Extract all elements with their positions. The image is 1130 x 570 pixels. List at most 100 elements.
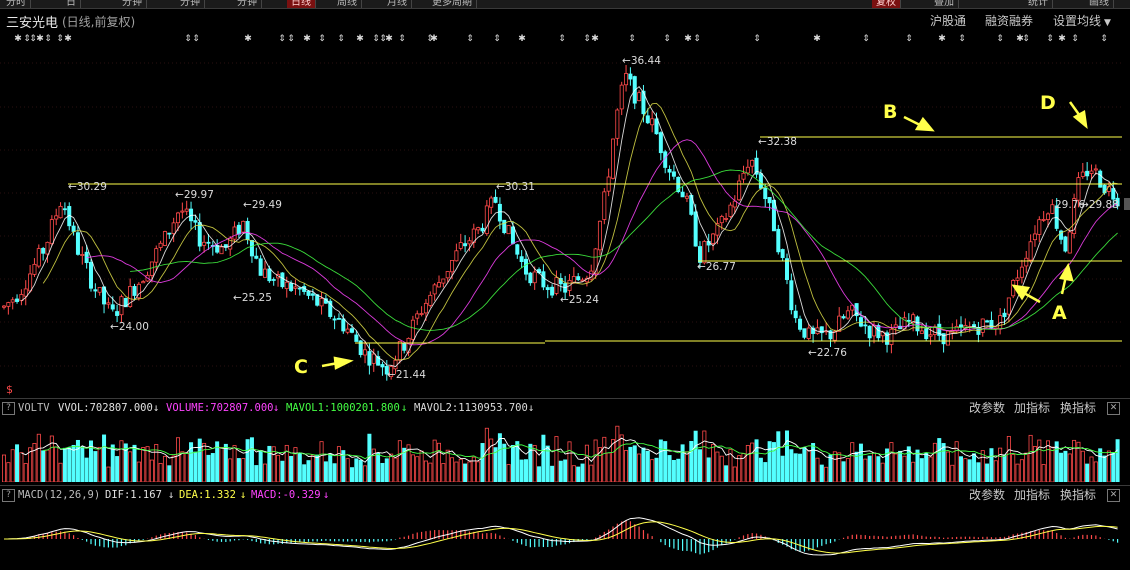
macd-chart[interactable] bbox=[0, 503, 1130, 569]
dollar-icon[interactable]: $ bbox=[6, 383, 13, 396]
event-marker-icon[interactable]: ⇕ bbox=[583, 34, 591, 44]
tab-weekly[interactable]: 周线 bbox=[333, 0, 362, 8]
event-marker-icon[interactable]: ✱ bbox=[813, 34, 821, 44]
volume-bar bbox=[715, 451, 720, 482]
event-marker-icon[interactable]: ✱ bbox=[684, 34, 692, 44]
event-marker-icon[interactable]: ⇕ bbox=[493, 34, 501, 44]
volume-bar bbox=[476, 461, 481, 482]
candle-body bbox=[715, 223, 720, 236]
event-marker-icon[interactable]: ⇕ bbox=[1046, 34, 1054, 44]
candle-body bbox=[845, 310, 850, 319]
event-marker-icon[interactable]: ⇕ bbox=[337, 34, 345, 44]
volume-switch-indicator-button[interactable]: 换指标 bbox=[1060, 401, 1097, 415]
event-marker-icon[interactable]: ✱ bbox=[430, 34, 438, 44]
event-marker-icon[interactable]: ⇕ bbox=[372, 34, 380, 44]
tab-minute-2[interactable]: 分钟 bbox=[176, 0, 205, 8]
tab-overlay[interactable]: 叠加 bbox=[930, 0, 959, 8]
set-ma-button[interactable]: 设置均线 ▼ bbox=[1053, 12, 1111, 29]
event-marker-icon[interactable]: ⇕ bbox=[1100, 34, 1108, 44]
price-label: ←32.38 bbox=[758, 136, 797, 148]
event-marker-icon[interactable]: ⇕ bbox=[693, 34, 701, 44]
candle-body bbox=[719, 216, 724, 224]
close-icon[interactable]: ✕ bbox=[1107, 489, 1120, 502]
event-marker-icon[interactable]: ⇕ bbox=[278, 34, 286, 44]
help-icon[interactable]: ? bbox=[2, 489, 15, 502]
tab-stats[interactable]: 统计 bbox=[1024, 0, 1053, 8]
volume-chart[interactable] bbox=[0, 416, 1130, 482]
close-icon[interactable]: ✕ bbox=[1107, 402, 1120, 415]
event-marker-icon[interactable]: ✱ bbox=[14, 34, 22, 44]
event-marker-icon[interactable]: ⇕ bbox=[996, 34, 1004, 44]
macd-params-button[interactable]: 改参数 bbox=[969, 488, 1006, 502]
tab-monthly[interactable]: 月线 bbox=[383, 0, 412, 8]
candle-body bbox=[149, 261, 154, 276]
event-marker-icon[interactable]: ✱ bbox=[64, 34, 72, 44]
tab-adjust[interactable]: 复权 bbox=[872, 0, 901, 8]
event-marker-icon[interactable]: ⇕ bbox=[379, 34, 387, 44]
volume-bar bbox=[36, 433, 41, 482]
tab-intraday[interactable]: 分时 bbox=[2, 0, 31, 8]
event-marker-icon[interactable]: ⇕ bbox=[318, 34, 326, 44]
volume-bar bbox=[950, 464, 955, 482]
help-icon[interactable]: ? bbox=[2, 402, 15, 415]
event-marker-icon[interactable]: ⇕ bbox=[192, 34, 200, 44]
event-marker-icon[interactable]: ⇕ bbox=[862, 34, 870, 44]
event-marker-icon[interactable]: ⇕ bbox=[56, 34, 64, 44]
event-marker-icon[interactable]: ✱ bbox=[385, 34, 393, 44]
event-marker-icon[interactable]: ⇕ bbox=[558, 34, 566, 44]
volume-add-indicator-button[interactable]: 加指标 bbox=[1014, 401, 1051, 415]
macd-switch-indicator-button[interactable]: 换指标 bbox=[1060, 488, 1097, 502]
event-marker-icon[interactable]: ✱ bbox=[1058, 34, 1066, 44]
volume-bar bbox=[872, 452, 877, 482]
event-marker-icon[interactable]: ✱ bbox=[1016, 34, 1024, 44]
event-marker-icon[interactable]: ⇕ bbox=[426, 34, 434, 44]
volume-params-button[interactable]: 改参数 bbox=[969, 401, 1006, 415]
event-marker-icon[interactable]: ✱ bbox=[244, 34, 252, 44]
event-marker-icon[interactable]: ⇕ bbox=[663, 34, 671, 44]
event-marker-icon[interactable]: ⇕ bbox=[753, 34, 761, 44]
event-marker-icon[interactable]: ✱ bbox=[356, 34, 364, 44]
event-marker-icon[interactable]: ⇕ bbox=[287, 34, 295, 44]
volume-bar bbox=[45, 449, 50, 482]
macd-add-indicator-button[interactable]: 加指标 bbox=[1014, 488, 1051, 502]
price-label: ←25.24 bbox=[560, 294, 599, 306]
margin-trading-button[interactable]: 融资融券 bbox=[985, 14, 1034, 28]
event-marker-icon[interactable]: ⇕ bbox=[184, 34, 192, 44]
event-marker-icon[interactable]: ⇕ bbox=[905, 34, 913, 44]
tab-more-periods[interactable]: 更多周期 bbox=[428, 0, 477, 8]
candle-body bbox=[162, 231, 167, 246]
event-marker-icon[interactable]: ⇕ bbox=[628, 34, 636, 44]
event-marker-icon[interactable]: ✱ bbox=[591, 34, 599, 44]
hgt-button[interactable]: 沪股通 bbox=[930, 14, 967, 28]
tab-minute-1[interactable]: 分钟 bbox=[118, 0, 147, 8]
scrollbar-thumb[interactable] bbox=[1124, 198, 1130, 210]
event-marker-icon[interactable]: ⇕ bbox=[44, 34, 52, 44]
event-marker-icon[interactable]: ⇕ bbox=[466, 34, 474, 44]
tab-minute-3[interactable]: 分钟 bbox=[233, 0, 262, 8]
tab-draw[interactable]: 画线 bbox=[1085, 0, 1114, 8]
ma-line bbox=[86, 139, 1118, 346]
event-marker-icon[interactable]: ⇕ bbox=[23, 34, 31, 44]
tab-daily[interactable]: 日线 bbox=[287, 0, 316, 8]
price-chart[interactable]: ✱ ⇕⇕ ✱ ⇕ ⇕ ✱ ⇕ ⇕ ✱ ⇕ ⇕ ✱ ⇕ ⇕ ✱ ⇕ ⇕✱ ⇕ ⇕✱ ⇕ ⇕ ✱ ⇕ ⇕ ✱ ⇕ ⇕ ✱ ⇕ ⇕ ✱ ⇕ ⇕ ✱ ⇕ ⇕ ✱… bbox=[0, 30, 1130, 396]
volume-bar bbox=[1067, 453, 1072, 482]
tab-day-a[interactable]: 日 bbox=[62, 0, 81, 8]
event-marker-icon[interactable]: ⇕ bbox=[29, 34, 37, 44]
candle-body bbox=[1085, 170, 1090, 177]
event-marker-icon[interactable]: ✱ bbox=[938, 34, 946, 44]
event-marker-icon[interactable]: ⇕ bbox=[958, 34, 966, 44]
volume-bar bbox=[358, 459, 363, 482]
macd-value: MACD:-0.329 bbox=[251, 489, 321, 501]
event-marker-icon[interactable]: ✱ bbox=[36, 34, 44, 44]
event-marker-icon[interactable]: ⇕ bbox=[1022, 34, 1030, 44]
candle-body bbox=[10, 299, 15, 303]
event-marker-icon[interactable]: ⇕ bbox=[398, 34, 406, 44]
event-marker-icon[interactable]: ✱ bbox=[518, 34, 526, 44]
event-marker-icon[interactable]: ✱ bbox=[303, 34, 311, 44]
volume-bar bbox=[75, 439, 80, 482]
candle-body bbox=[702, 241, 707, 264]
volume-bar bbox=[702, 430, 707, 482]
candle-body bbox=[506, 225, 511, 235]
volume-bar bbox=[397, 440, 402, 482]
event-marker-icon[interactable]: ⇕ bbox=[1071, 34, 1079, 44]
